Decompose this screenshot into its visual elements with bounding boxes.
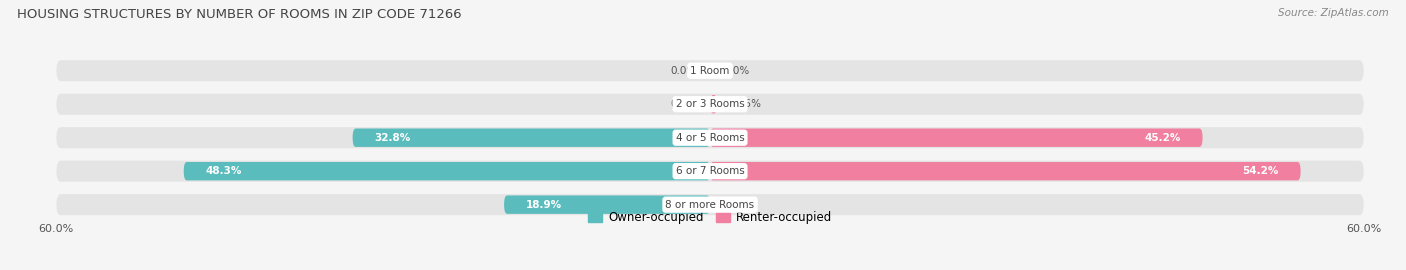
FancyBboxPatch shape <box>56 94 1364 115</box>
FancyBboxPatch shape <box>710 162 1301 180</box>
FancyBboxPatch shape <box>505 195 710 214</box>
Text: 54.2%: 54.2% <box>1243 166 1279 176</box>
Text: 1 Room: 1 Room <box>690 66 730 76</box>
Text: 4 or 5 Rooms: 4 or 5 Rooms <box>676 133 744 143</box>
FancyBboxPatch shape <box>710 129 1202 147</box>
Text: 0.0%: 0.0% <box>723 66 749 76</box>
Text: HOUSING STRUCTURES BY NUMBER OF ROOMS IN ZIP CODE 71266: HOUSING STRUCTURES BY NUMBER OF ROOMS IN… <box>17 8 461 21</box>
FancyBboxPatch shape <box>184 162 710 180</box>
Text: 18.9%: 18.9% <box>526 200 562 210</box>
Text: 2 or 3 Rooms: 2 or 3 Rooms <box>676 99 744 109</box>
FancyBboxPatch shape <box>353 129 710 147</box>
Text: Source: ZipAtlas.com: Source: ZipAtlas.com <box>1278 8 1389 18</box>
Text: 0.0%: 0.0% <box>723 200 749 210</box>
Text: 8 or more Rooms: 8 or more Rooms <box>665 200 755 210</box>
FancyBboxPatch shape <box>56 60 1364 81</box>
Text: 32.8%: 32.8% <box>374 133 411 143</box>
Text: 0.65%: 0.65% <box>728 99 761 109</box>
Text: 48.3%: 48.3% <box>205 166 242 176</box>
FancyBboxPatch shape <box>56 194 1364 215</box>
Text: 45.2%: 45.2% <box>1144 133 1181 143</box>
FancyBboxPatch shape <box>56 161 1364 182</box>
Text: 0.0%: 0.0% <box>671 99 697 109</box>
Text: 6 or 7 Rooms: 6 or 7 Rooms <box>676 166 744 176</box>
FancyBboxPatch shape <box>56 127 1364 148</box>
Text: 0.0%: 0.0% <box>671 66 697 76</box>
FancyBboxPatch shape <box>710 95 717 113</box>
Legend: Owner-occupied, Renter-occupied: Owner-occupied, Renter-occupied <box>583 207 837 229</box>
